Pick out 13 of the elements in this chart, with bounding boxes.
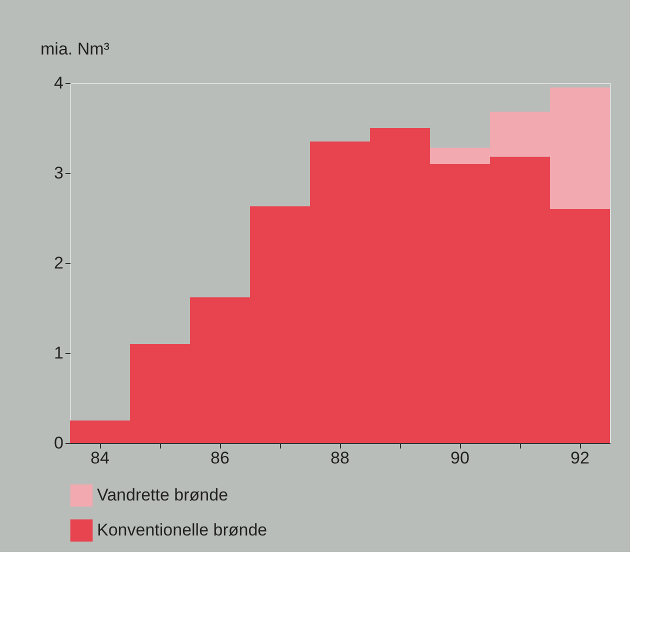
legend-label: Vandrette brønde: [97, 486, 228, 504]
y-tick-label: 0: [54, 434, 64, 452]
y-tick-label: 3: [54, 164, 64, 182]
y-tick-label: 1: [54, 344, 64, 362]
x-tick-label: 88: [330, 448, 350, 468]
legend-label: Konventionelle brønde: [97, 520, 268, 540]
y-axis-title: mia. Nm³: [40, 40, 110, 58]
x-tick-label: 86: [210, 448, 230, 468]
x-tick-label: 84: [90, 448, 110, 468]
y-tick-label: 2: [54, 254, 64, 272]
y-tick-label: 4: [54, 74, 64, 92]
x-tick-label: 92: [570, 448, 590, 468]
x-tick-label: 90: [450, 448, 470, 468]
